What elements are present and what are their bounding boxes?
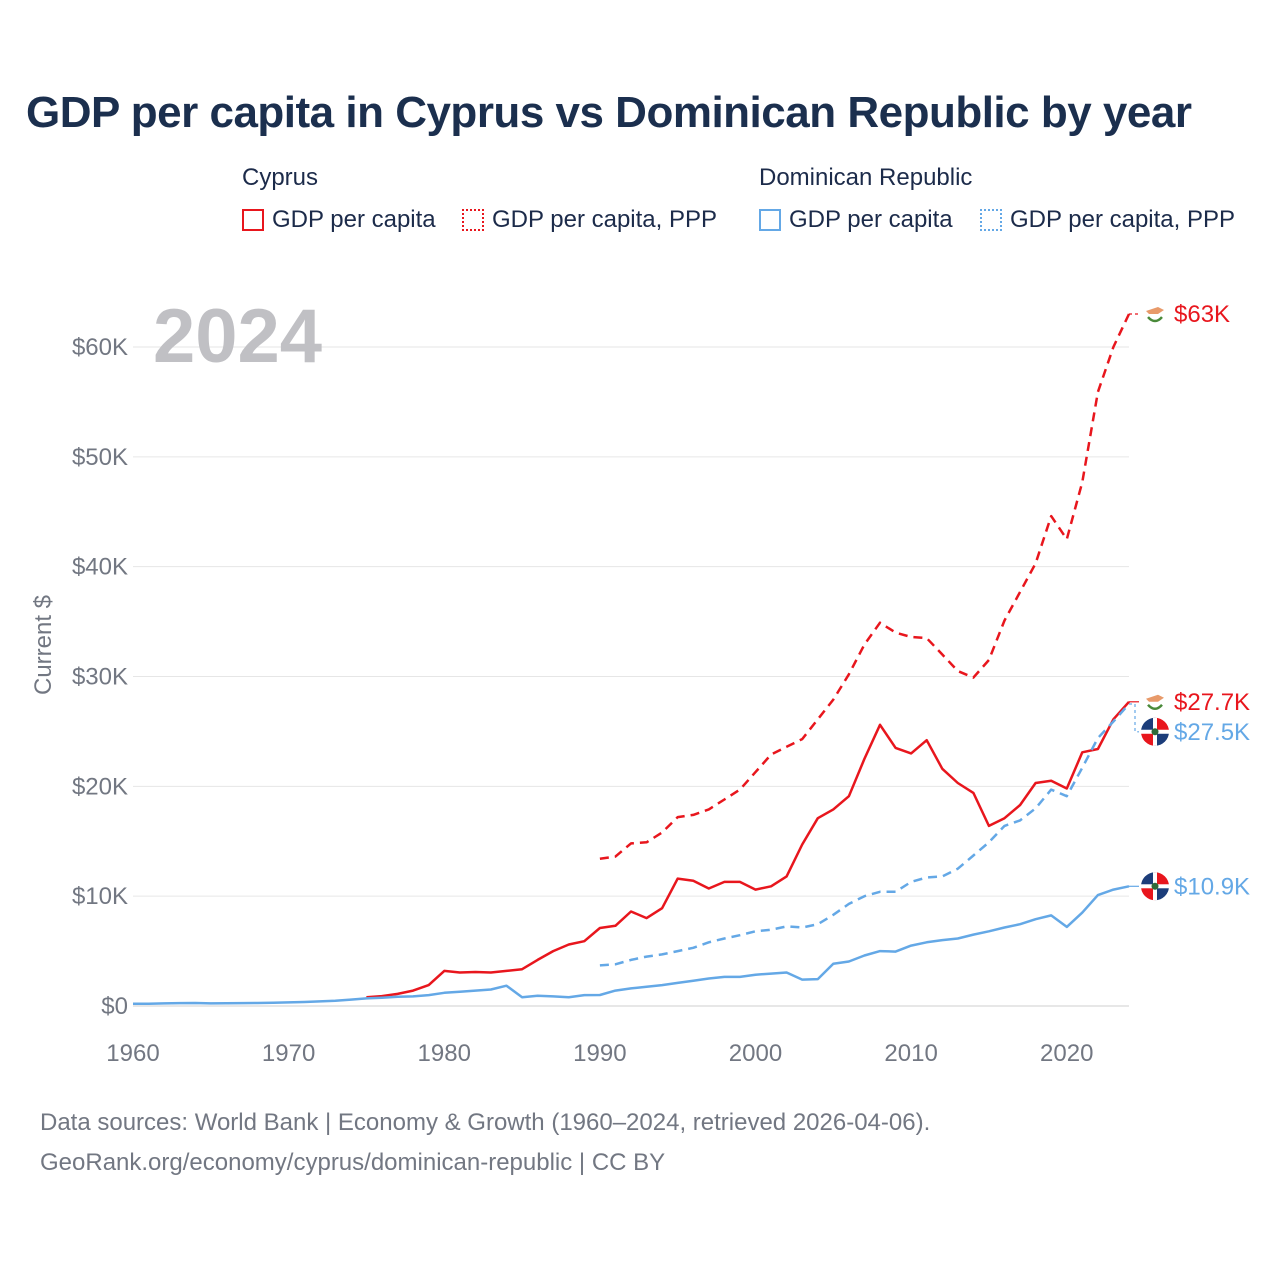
y-tick-label: $50K	[72, 444, 128, 471]
x-tick-label: 2020	[1040, 1040, 1093, 1067]
x-tick-label: 1980	[418, 1040, 471, 1067]
x-tick-label: 1970	[262, 1040, 315, 1067]
footer-sources: Data sources: World Bank | Economy & Gro…	[40, 1109, 931, 1136]
y-tick-label: $40K	[72, 554, 128, 581]
end-value-label: $63K	[1174, 301, 1230, 328]
legend-swatch-dotted	[980, 209, 1002, 231]
legend-swatch-dotted	[462, 209, 484, 231]
x-axis-ticks: 1960 1970 1980 1990 2000 2010 2020	[106, 1040, 1093, 1067]
legend-item-label: GDP per capita, PPP	[492, 206, 717, 233]
legend-item-cyprus-gdp[interactable]: GDP per capita	[242, 206, 436, 234]
legend-swatch-solid	[759, 209, 781, 231]
end-value-label: $27.5K	[1174, 719, 1250, 746]
legend-item-dr-gdp-ppp[interactable]: GDP per capita, PPP	[980, 206, 1235, 234]
y-tick-label: $0	[101, 993, 128, 1020]
dominican-republic-flag-icon	[1141, 717, 1169, 746]
y-axis-label: Current $	[30, 595, 57, 695]
legend-item-label: GDP per capita	[272, 206, 436, 233]
x-tick-label: 2000	[729, 1040, 782, 1067]
footer-link[interactable]: GeoRank.org/economy/cyprus/dominican-rep…	[40, 1149, 666, 1176]
legend-item-dr-gdp[interactable]: GDP per capita	[759, 206, 953, 234]
x-tick-label: 2010	[884, 1040, 937, 1067]
end-label-leader	[1129, 703, 1139, 733]
y-tick-label: $30K	[72, 664, 128, 691]
x-tick-label: 1990	[573, 1040, 626, 1067]
y-tick-label: $60K	[72, 334, 128, 361]
gridlines	[133, 346, 1129, 1007]
cyprus-flag-icon	[1142, 688, 1168, 715]
legend-item-label: GDP per capita	[789, 206, 953, 233]
end-value-label: $27.7K	[1174, 689, 1250, 716]
year-watermark: 2024	[153, 294, 322, 379]
y-tick-label: $10K	[72, 883, 128, 910]
series-lines	[132, 313, 1131, 1006]
series-line	[599, 703, 1130, 967]
legend-group-label: Cyprus	[242, 164, 319, 191]
legend-item-cyprus-gdp-ppp[interactable]: GDP per capita, PPP	[462, 206, 717, 234]
legend-swatch-solid	[242, 209, 264, 231]
series-line	[599, 313, 1131, 861]
legend-group-label: Dominican Republic	[759, 164, 973, 191]
series-line	[366, 700, 1130, 999]
series-line	[132, 885, 1130, 1006]
y-tick-label: $20K	[72, 773, 128, 800]
x-tick-label: 1960	[106, 1040, 159, 1067]
dominican-republic-flag-icon	[1141, 872, 1169, 901]
y-axis-ticks: $0 $10K $20K $30K $40K $50K $60K	[72, 334, 128, 1020]
legend-item-label: GDP per capita, PPP	[1010, 206, 1235, 233]
cyprus-flag-icon	[1142, 301, 1168, 328]
end-labels: $63K $27.7K $27.5K $10.9K	[1129, 301, 1250, 901]
end-value-label: $10.9K	[1174, 873, 1250, 900]
chart-title: GDP per capita in Cyprus vs Dominican Re…	[26, 88, 1192, 137]
